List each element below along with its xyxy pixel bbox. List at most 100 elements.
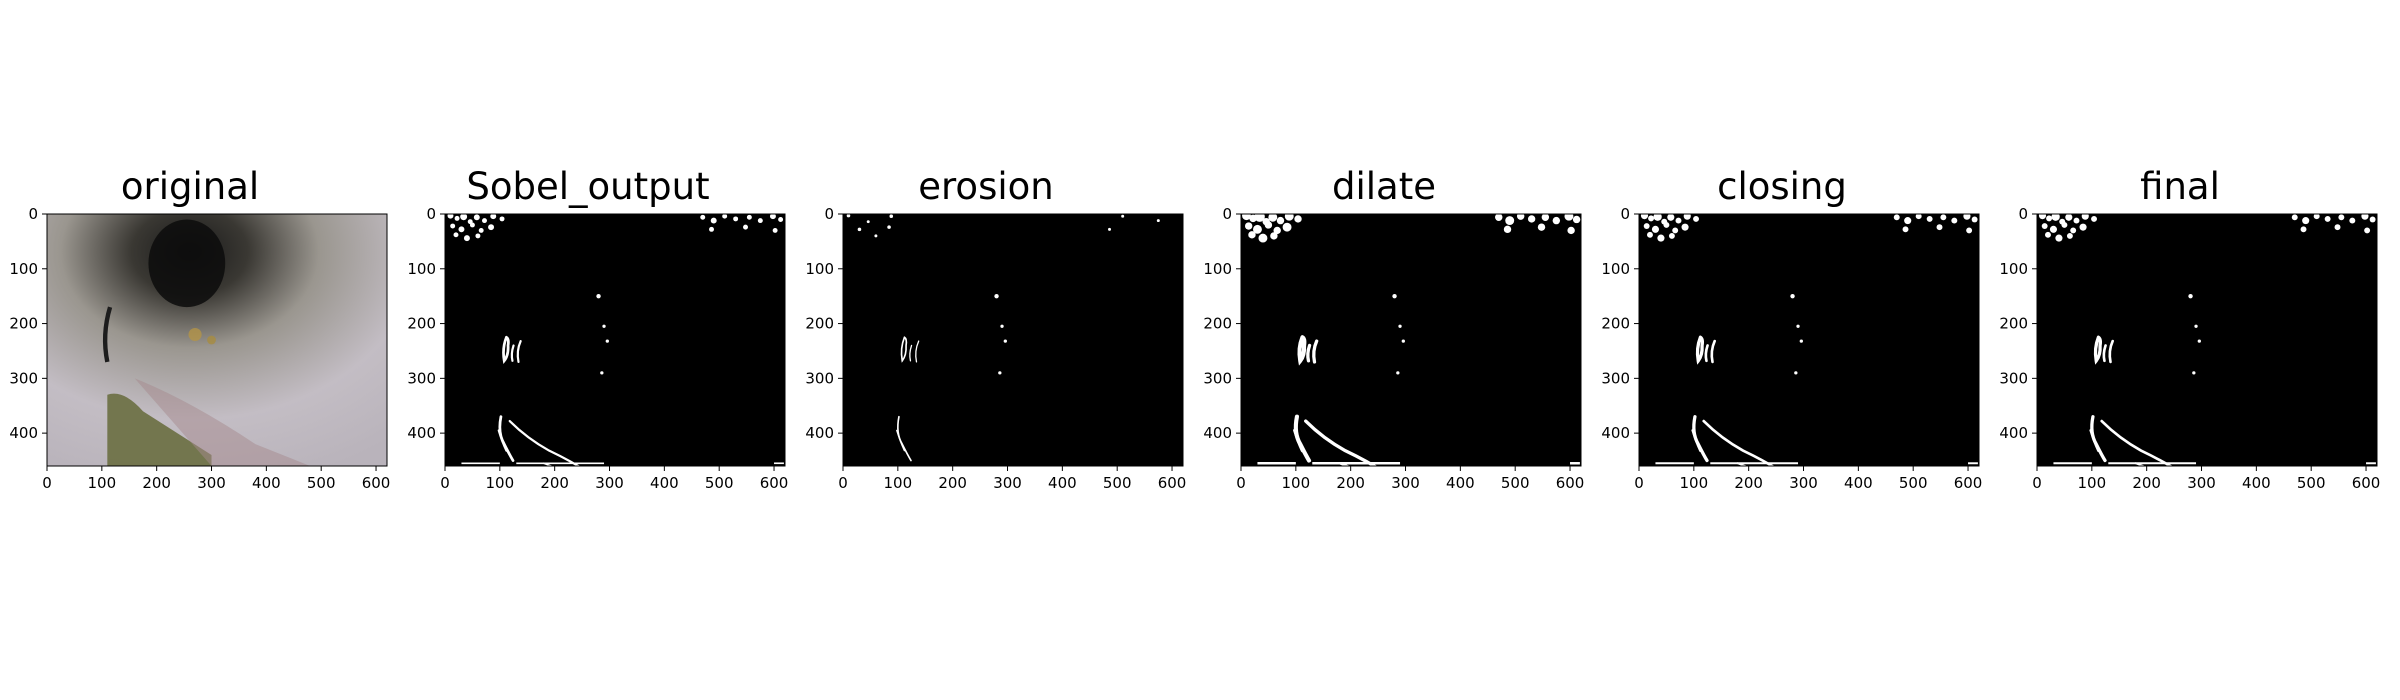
panel-axes: 0 100 200 300 400 500 600 0 100 200 300 400 <box>805 205 1186 492</box>
edge-speckle <box>743 224 748 230</box>
edge-dot <box>998 371 1002 375</box>
edge-speckle <box>1527 215 1536 223</box>
edge-speckle <box>1253 224 1262 234</box>
edge-speckle <box>1902 226 1909 233</box>
edge-stroke <box>1338 462 1380 480</box>
edge-speckle <box>1273 226 1281 235</box>
edge-speckle <box>746 214 752 220</box>
edge-speckle <box>1668 232 1675 239</box>
x-tick-label: 300 <box>2187 474 2216 492</box>
y-tick-label: 200 <box>1601 315 1630 333</box>
axes-frame <box>2036 213 2378 467</box>
binary-image-bg <box>2037 214 2377 466</box>
edge-dot <box>994 293 999 299</box>
edge-dot <box>2197 339 2201 343</box>
edge-speckle <box>2041 223 2048 230</box>
x-tick-label: 200 <box>1336 474 1365 492</box>
edge-speckle <box>1681 223 1689 231</box>
edge-speckle <box>473 214 480 221</box>
edge-speckle <box>1651 225 1660 233</box>
panel-axes: 0 100 200 300 400 500 600 0 100 200 300 400 <box>1203 205 1584 492</box>
edge-stroke <box>1695 335 1705 365</box>
x-tick-label: 500 <box>307 474 336 492</box>
edge-speckle <box>1258 233 1268 243</box>
panel-erosion: erosion 0 100 200 300 400 500 600 0 100 200 300 400 <box>796 0 1186 700</box>
x-tick-label: 100 <box>1282 474 1311 492</box>
edge-dot <box>1000 324 1004 328</box>
edge-speckle <box>478 227 484 233</box>
x-tick-label: 0 <box>42 474 52 492</box>
edge-marks <box>1242 211 1581 480</box>
edge-speckle <box>475 233 481 239</box>
edge-speckle <box>1672 227 1679 234</box>
panel-closing: closing 0 100 200 300 400 500 600 0 100 200 300 400 <box>1592 0 1982 700</box>
edge-speckle <box>2038 212 2047 220</box>
edge-stroke <box>1312 339 1319 364</box>
edge-dot <box>1401 339 1405 343</box>
x-tick-label: 400 <box>2242 474 2271 492</box>
y-tick-label: 100 <box>9 260 38 278</box>
edge-speckle <box>1572 215 1581 224</box>
edge-speckle <box>1904 217 1912 225</box>
edge-speckle <box>2091 215 2097 222</box>
x-tick-label: 0 <box>2032 474 2042 492</box>
x-tick-label: 300 <box>1391 474 1420 492</box>
edge-speckle <box>490 213 497 220</box>
edge-dot <box>1003 339 1007 343</box>
edge-speckle <box>482 218 487 224</box>
axes-frame <box>1638 213 1980 467</box>
edge-speckle <box>1675 217 1682 224</box>
crack-mark <box>102 306 113 363</box>
edge-speckle <box>887 225 891 229</box>
edge-speckle <box>2291 214 2298 221</box>
edge-stroke <box>1704 344 1709 363</box>
panel-title: final <box>2140 165 2220 208</box>
edge-speckle <box>469 222 475 228</box>
edge-speckle <box>1268 212 1278 222</box>
edge-dot <box>602 324 606 328</box>
edge-stroke <box>2089 429 2100 452</box>
panel-title: original <box>120 165 260 208</box>
edge-speckle <box>1156 219 1160 223</box>
edge-stroke <box>896 429 906 452</box>
x-tick-label: 400 <box>252 474 281 492</box>
x-tick-label: 200 <box>142 474 171 492</box>
edge-speckle <box>2349 217 2356 224</box>
edge-speckle <box>1282 222 1292 232</box>
edge-speckle <box>769 213 776 220</box>
panel-title: Sobel_output <box>466 165 710 208</box>
edge-marks <box>1640 212 1978 480</box>
edge-speckle <box>2061 221 2068 228</box>
edge-speckle <box>2334 224 2341 231</box>
edge-speckle <box>2070 227 2077 234</box>
edge-speckle <box>1503 225 1512 234</box>
binary-image-bg <box>1639 214 1979 466</box>
edge-stroke <box>510 344 515 362</box>
y-tick-label: 0 <box>28 205 38 223</box>
edge-dot <box>1794 371 1798 375</box>
edge-speckle <box>1541 213 1550 221</box>
edge-speckle <box>1537 223 1546 231</box>
edge-stroke <box>497 429 508 452</box>
y-tick-label: 400 <box>805 424 834 442</box>
edge-speckle <box>772 227 778 233</box>
x-tick-label: 300 <box>1789 474 1818 492</box>
panel-axes: 0 100 200 300 400 500 600 0 100 200 300 400 <box>1601 205 1982 492</box>
edge-stroke <box>2108 339 2114 364</box>
edge-speckle <box>874 234 878 238</box>
x-tick-label: 200 <box>1734 474 1763 492</box>
x-tick-label: 500 <box>1899 474 1928 492</box>
edge-speckle <box>1940 214 1947 221</box>
y-tick-label: 0 <box>824 205 834 223</box>
edge-stroke <box>542 462 583 479</box>
y-tick-label: 300 <box>1999 369 2028 387</box>
x-tick-label: 100 <box>884 474 913 492</box>
edge-speckle <box>1270 232 1278 240</box>
edge-speckle <box>1893 214 1900 221</box>
x-tick-label: 500 <box>2297 474 2326 492</box>
y-tick-label: 200 <box>1203 315 1232 333</box>
edge-stroke <box>2093 335 2103 365</box>
edge-stroke <box>2102 344 2107 363</box>
edge-speckle <box>1564 211 1574 221</box>
edge-speckle <box>453 232 459 238</box>
